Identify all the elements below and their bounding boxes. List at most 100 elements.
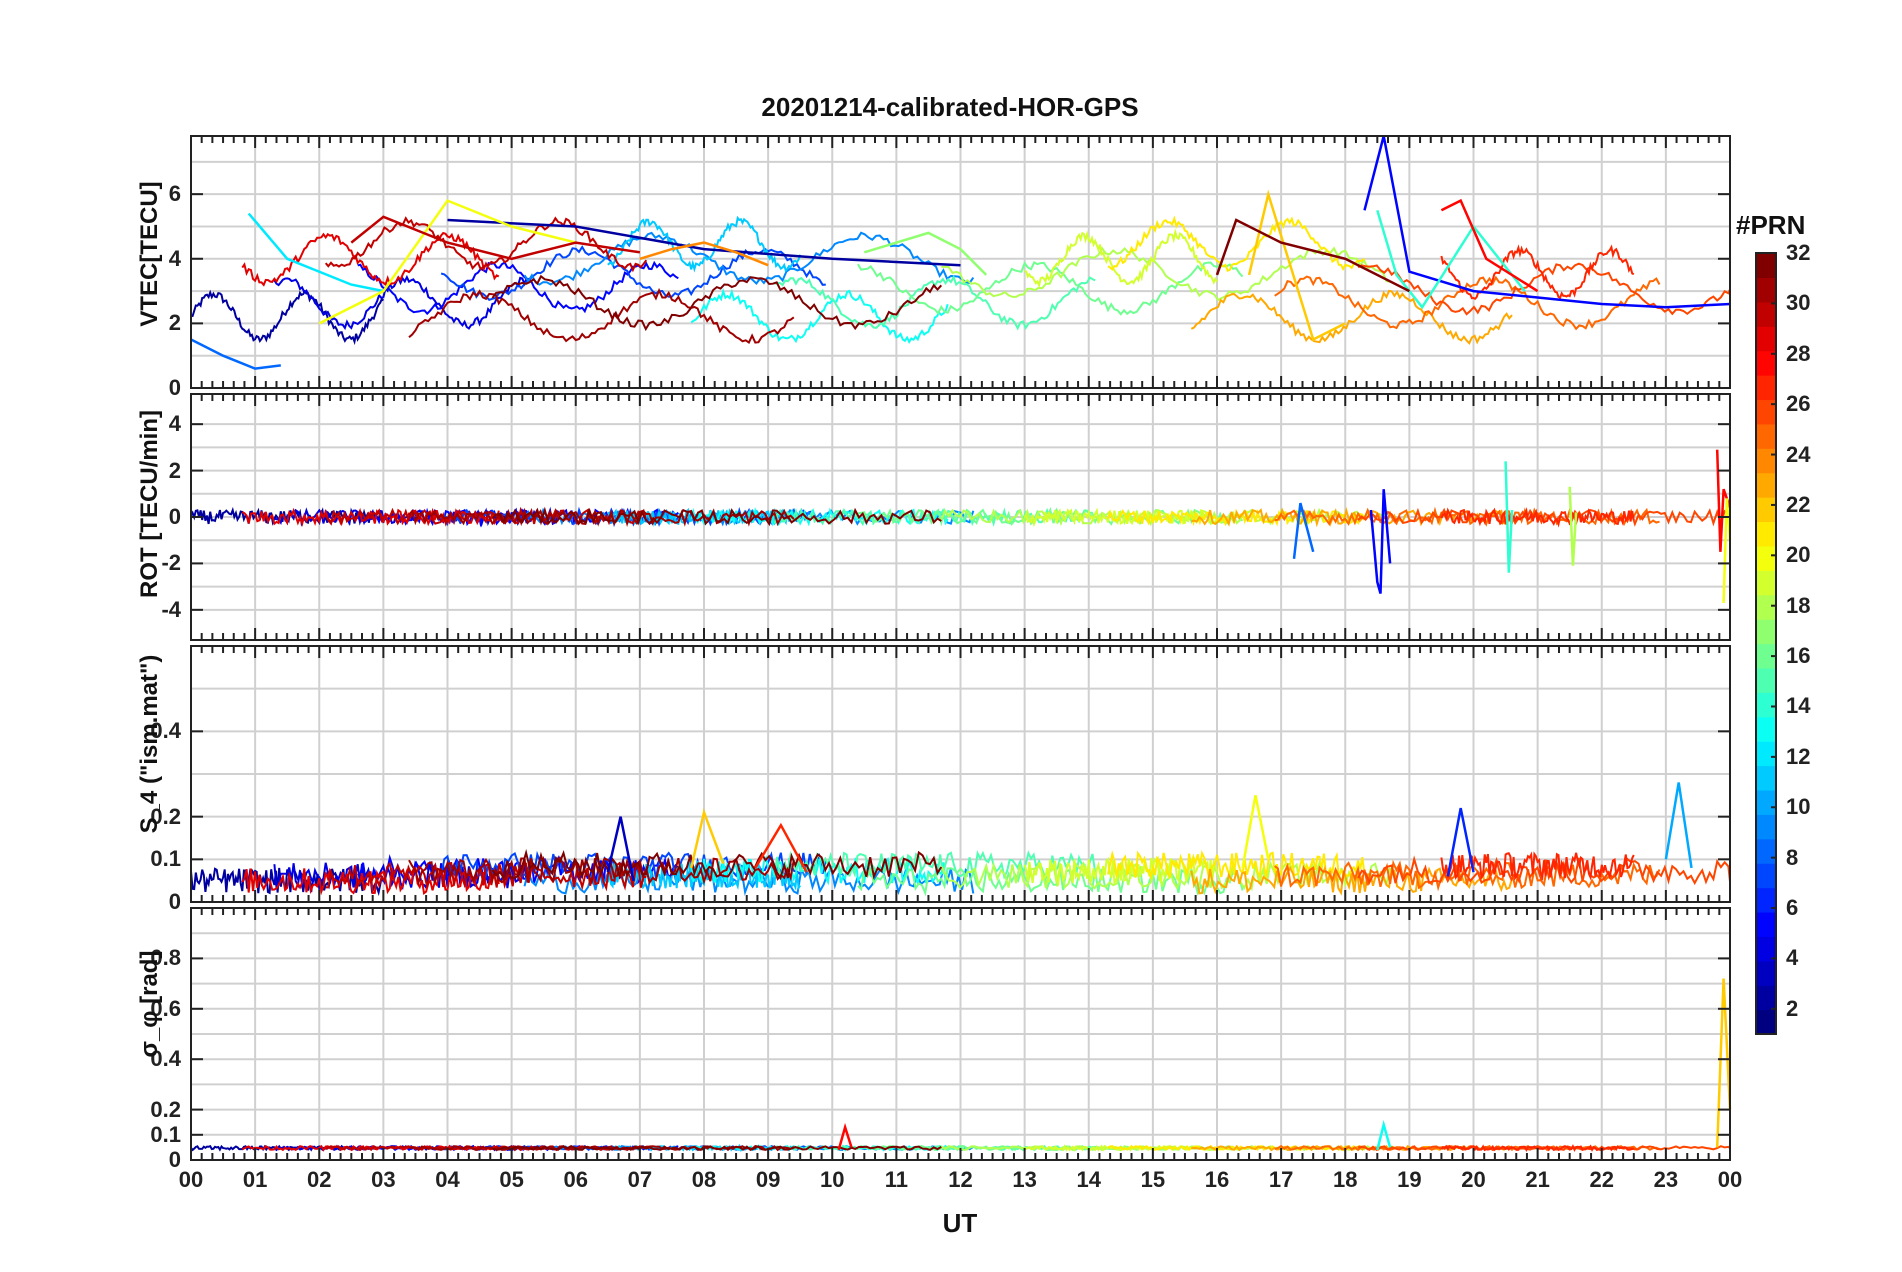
series-s4-prn-10 — [1664, 782, 1693, 869]
x-tick-label: 20 — [1461, 1167, 1486, 1192]
colorbar-band — [1756, 789, 1776, 815]
series-vtec-prn-22 — [1247, 189, 1346, 342]
colorbar-band — [1756, 619, 1776, 645]
chart-title: 20201214-calibrated-HOR-GPS — [761, 92, 1139, 122]
colorbar-title: #PRN — [1736, 210, 1806, 240]
y-tick-label-rot: -2 — [161, 550, 181, 576]
series-noise-vtec-9 — [523, 231, 975, 286]
colorbar-tick-label: 28 — [1786, 340, 1811, 366]
series-noise-s4-32 — [491, 848, 943, 881]
series-noise-s4-25 — [1274, 859, 1661, 892]
y-tick-label-sigma_phi: 0.4 — [150, 1046, 181, 1072]
y-tick-label-vtec: 6 — [168, 181, 181, 207]
series-noise-s4-19 — [1023, 854, 1218, 887]
series-s4-prn-20 — [1241, 795, 1270, 869]
colorbar-band — [1756, 741, 1776, 767]
colorbar-band — [1756, 497, 1776, 523]
series-noise-s4-7 — [440, 850, 827, 880]
colorbar-band — [1756, 960, 1776, 986]
colorbar-band — [1756, 545, 1776, 571]
series-noise-vtec-2 — [190, 289, 385, 346]
series-rot-prn-18 — [1568, 486, 1578, 566]
series-s4-prn-22 — [689, 808, 725, 869]
y-tick-label-sigma_phi: 0.8 — [150, 945, 181, 971]
colorbar-tick-label: 18 — [1786, 592, 1811, 618]
series-vtec-prn-17 — [863, 231, 988, 276]
colorbar-band — [1756, 643, 1776, 669]
panel-vtec-frame — [190, 135, 1731, 389]
x-tick-label: 19 — [1397, 1167, 1422, 1192]
series-rot-prn-8 — [1292, 502, 1315, 559]
panel-s4-frame — [190, 645, 1731, 903]
colorbar-band — [1756, 253, 1776, 279]
colorbar-tick-label: 16 — [1786, 643, 1811, 669]
series-noise-sigma_phi-32 — [492, 1145, 942, 1152]
y-tick-label-vtec: 4 — [168, 245, 181, 271]
y-tick-label-vtec: 2 — [168, 310, 181, 336]
colorbar-band — [1756, 1009, 1776, 1035]
series-sigma_phi-prn-28 — [837, 1122, 853, 1151]
series-noise-vtec-11 — [607, 215, 802, 273]
x-axis-label: UT — [942, 1208, 978, 1238]
colorbar-band — [1756, 301, 1776, 327]
x-tick-label: 11 — [884, 1167, 908, 1192]
series-noise-rot-19 — [1023, 507, 1218, 528]
series-noise-vtec-32 — [491, 274, 943, 332]
y-tick-label-rot: 4 — [168, 411, 181, 437]
colorbar-band — [1756, 521, 1776, 547]
series-vtec-prn-24 — [639, 241, 769, 267]
y-tick-label-s4: 0.4 — [150, 718, 181, 744]
series-noise-rot-15 — [773, 507, 1096, 527]
colorbar-band — [1756, 423, 1776, 449]
series-noise-vtec-19 — [1024, 228, 1218, 289]
y-tick-label-sigma_phi: 0.1 — [150, 1121, 181, 1147]
x-tick-label: 08 — [691, 1167, 717, 1192]
colorbar-band — [1756, 472, 1776, 498]
x-tick-label: 03 — [371, 1167, 396, 1192]
x-tick-label: 05 — [499, 1167, 524, 1192]
colorbar-band — [1756, 911, 1776, 937]
series-noise-vtec-18 — [941, 246, 1391, 302]
colorbar-tick-label: 10 — [1786, 794, 1811, 820]
x-tick-label: 22 — [1589, 1167, 1614, 1192]
panel-sigma_phi-frame — [190, 907, 1731, 1161]
series-vtec-prn-5 — [1363, 135, 1731, 309]
y-tick-label-rot: -4 — [161, 596, 181, 622]
x-tick-label: 10 — [820, 1167, 845, 1192]
series-rot-prn-5 — [1369, 489, 1392, 594]
x-tick-label: 07 — [627, 1167, 653, 1192]
series-sigma_phi-prn-13 — [1376, 1119, 1392, 1151]
x-tick-label: 09 — [755, 1167, 781, 1192]
s4-ylabel: S_4 ("ism.mat") — [136, 654, 163, 834]
series-noise-vtec-16 — [857, 261, 1244, 316]
colorbar-tick-label: 20 — [1786, 542, 1811, 568]
series-s4-prn-27 — [754, 822, 808, 873]
colorbar-band — [1756, 326, 1776, 352]
colorbar-tick-label: 2 — [1786, 995, 1799, 1021]
y-tick-label-sigma_phi: 0.6 — [150, 995, 181, 1021]
series-sigma_phi-prn-22 — [1715, 978, 1732, 1148]
colorbar-band — [1756, 765, 1776, 791]
series-noise-vtec-30 — [324, 216, 648, 273]
colorbar-tick-label: 6 — [1786, 895, 1799, 921]
colorbar-band — [1756, 448, 1776, 474]
vtec-ylabel: VTEC[TECU] — [136, 181, 163, 327]
x-tick-label: 21 — [1525, 1167, 1550, 1192]
series-vtec-prn-14 — [1376, 209, 1526, 310]
x-tick-label: 01 — [242, 1167, 268, 1192]
colorbar-tick-label: 26 — [1786, 391, 1811, 417]
x-tick-label: 04 — [435, 1167, 460, 1192]
series-noise-vtec-5 — [357, 260, 679, 316]
y-tick-label-sigma_phi: 0.2 — [150, 1096, 181, 1122]
series-s4-prn-3 — [606, 816, 635, 881]
x-tick-label: 16 — [1204, 1167, 1230, 1192]
y-tick-label-s4: 0.1 — [150, 846, 181, 872]
series-noise-vtec-13 — [690, 287, 949, 344]
colorbar-band — [1756, 887, 1776, 913]
colorbar-band — [1756, 814, 1776, 840]
series-noise-vtec-31 — [408, 287, 795, 344]
x-tick-label: 23 — [1653, 1167, 1679, 1192]
series-noise-s4-16 — [857, 865, 1244, 897]
x-tick-label: 00 — [1717, 1167, 1743, 1192]
